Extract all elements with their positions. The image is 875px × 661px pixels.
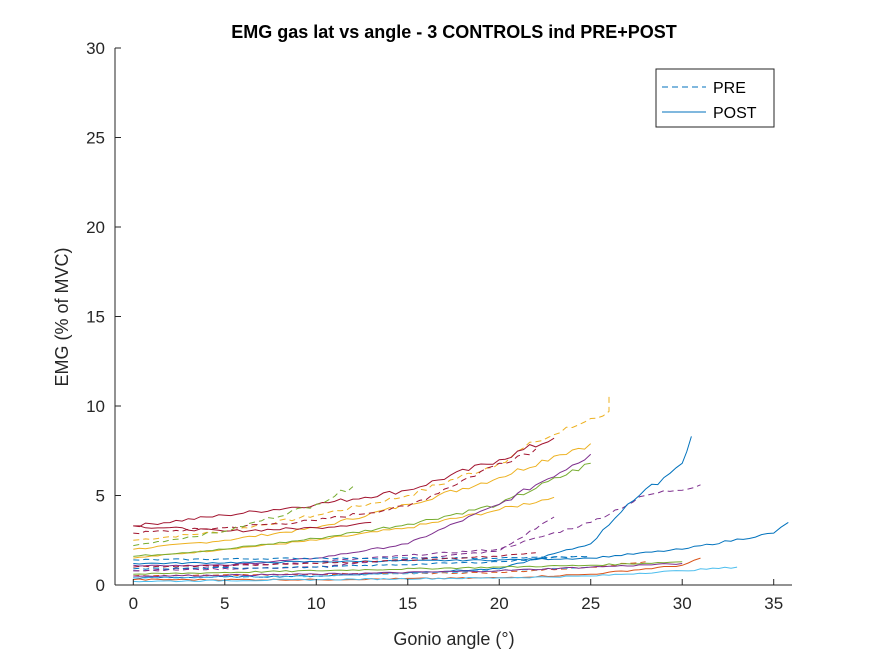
x-axis-label: Gonio angle (°): [393, 629, 514, 649]
series-line-18: [133, 566, 591, 579]
axes: 0 5 10 15 20 25 30 35 0 5 10 15 20 25 30: [86, 39, 792, 613]
chart-title: EMG gas lat vs angle - 3 CONTROLS ind PR…: [231, 22, 677, 42]
series-line-15: [133, 557, 701, 581]
y-tick-label-15: 15: [86, 308, 105, 327]
series-line-6: [133, 521, 372, 533]
legend: PRE POST: [655, 68, 775, 128]
y-tick-label-25: 25: [86, 129, 105, 148]
x-tick-label-10: 10: [307, 594, 326, 613]
x-tick-label-0: 0: [129, 594, 138, 613]
y-axis-label: EMG (% of MVC): [52, 247, 72, 386]
x-tick-label-35: 35: [764, 594, 783, 613]
y-tick-label-10: 10: [86, 397, 105, 416]
series-line-13: [133, 521, 789, 565]
series-line-21: [133, 552, 536, 568]
y-tick-label-20: 20: [86, 218, 105, 237]
series-line-16: [133, 561, 646, 577]
legend-label-post: POST: [713, 105, 757, 122]
series-line-5: [133, 448, 537, 535]
series-line-19: [133, 561, 683, 575]
legend-box: [655, 68, 775, 128]
series-line-2: [133, 443, 592, 550]
series-line-11: [133, 516, 555, 572]
series-line-10: [133, 484, 701, 572]
legend-label-pre: PRE: [713, 80, 746, 97]
series-line-20: [133, 563, 683, 578]
y-tick-label-30: 30: [86, 39, 105, 58]
series-line-4: [133, 437, 555, 528]
y-tick-label-0: 0: [96, 576, 105, 595]
series-line-1: [133, 393, 610, 541]
series-line-14: [133, 555, 591, 561]
series-line-17: [133, 566, 738, 583]
series-line-22: [133, 555, 573, 570]
x-tick-label-30: 30: [673, 594, 692, 613]
y-tick-label-5: 5: [96, 487, 105, 506]
plot-lines: [133, 393, 789, 583]
x-tick-label-15: 15: [398, 594, 417, 613]
x-tick-label-20: 20: [490, 594, 509, 613]
x-tick-label-25: 25: [581, 594, 600, 613]
series-line-8: [133, 486, 354, 547]
x-tick-label-5: 5: [220, 594, 229, 613]
series-line-9: [133, 453, 592, 567]
